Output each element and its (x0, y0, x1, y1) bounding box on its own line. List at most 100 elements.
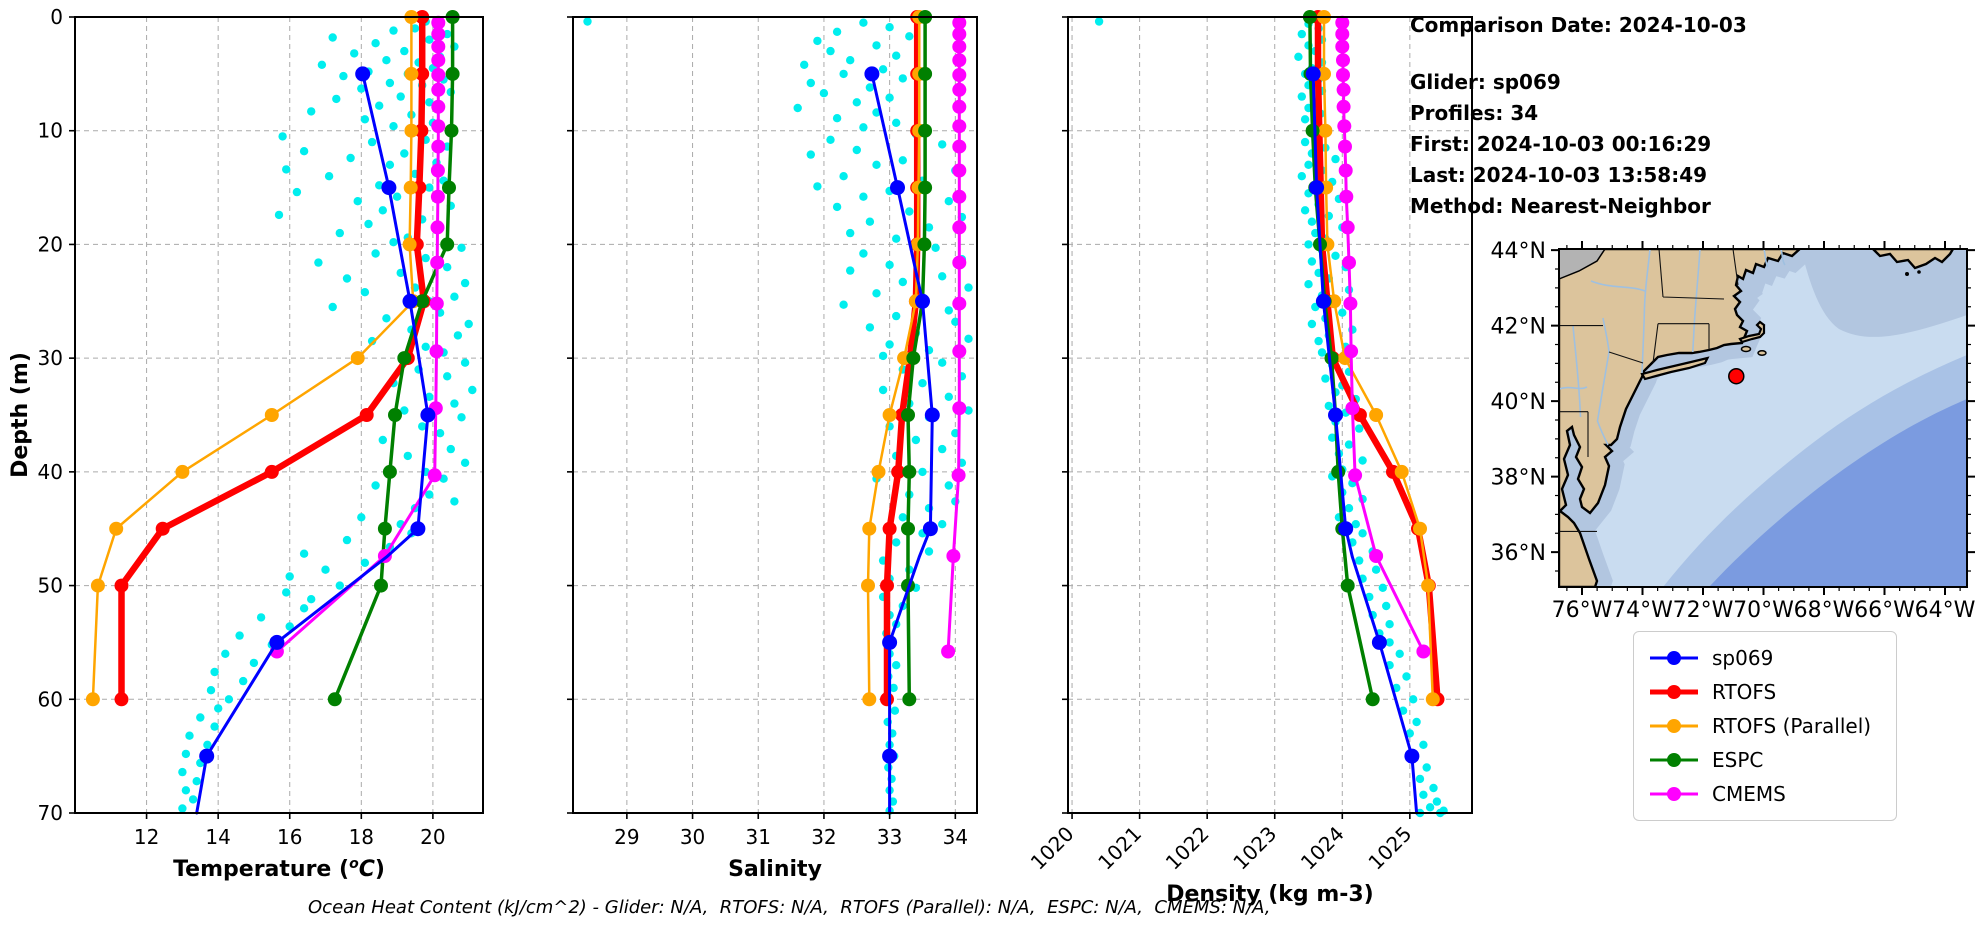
state-borders (1559, 249, 1739, 532)
x-tick-label: 18 (349, 825, 374, 849)
map-lon-label: 74°W (1612, 598, 1673, 623)
ocean-heat-content-note: Ocean Heat Content (kJ/cm^2) - Glider: N… (308, 897, 1271, 918)
deep-water (1709, 399, 1967, 587)
plot-frame (572, 16, 978, 814)
info-line: Glider: sp069 (1410, 70, 1561, 94)
depth-tick-label: 40 (38, 460, 63, 484)
map-geography (1559, 249, 1967, 587)
glider-metadata: Glider: sp069 Profiles: 34 First: 2024-10-… (1410, 67, 1747, 222)
legend-line-marker (1650, 685, 1698, 699)
map-lon-label: 64°W (1915, 598, 1976, 623)
legend-item-rtofs: RTOFS (1648, 675, 1882, 709)
map-lon-label: 70°W (1733, 598, 1794, 623)
legend-item-rtofs-parallel-: RTOFS (Parallel) (1648, 709, 1882, 743)
series-RTOFS (Parallel) (85, 10, 421, 707)
series-sp069 (195, 66, 436, 815)
comparison-info-block: Comparison Date: 2024-10-03 Glider: sp06… (1410, 12, 1747, 222)
marthas-vineyard-island (1740, 345, 1752, 353)
salinity-profile-plot: 29 30 31 32 33 34 Salinity (567, 10, 978, 882)
x-tick-label: 34 (943, 825, 968, 849)
depth-tick-label: 70 (38, 801, 63, 825)
x-tick-label: 12 (134, 825, 159, 849)
x-tick-label: 1023 (1228, 822, 1281, 875)
x-tick-label: 29 (614, 825, 639, 849)
map-lon-label: 66°W (1854, 598, 1915, 623)
map-lat-label: 40°N (1491, 390, 1546, 415)
x-axis-label: Temperature (oC) (173, 856, 385, 882)
lake-ontario (1559, 249, 1606, 280)
rivers (1559, 249, 1786, 446)
legend-label: RTOFS (Parallel) (1712, 714, 1872, 738)
legend-line-marker (1650, 787, 1698, 801)
legend-item-espc: ESPC (1648, 743, 1882, 777)
series-ESPC (901, 10, 933, 707)
cape-cod (1738, 320, 1766, 344)
depth-tick-label: 20 (38, 232, 63, 256)
series-CMEMS (941, 15, 967, 659)
map-lat-label: 44°N (1491, 239, 1546, 264)
nova-scotia (1871, 249, 1955, 270)
legend: sp069 RTOFS RTOFS (Parallel) ESPC CMEMS (1633, 631, 1897, 821)
legend-label: ESPC (1712, 748, 1764, 772)
map-lat-label: 36°N (1491, 541, 1546, 566)
comparison-date: Comparison Date: 2024-10-03 (1410, 13, 1747, 37)
x-axis-label: Salinity (728, 857, 822, 882)
map-axis-ticks: 76°W 74°W 72°W 70°W 68°W 66°W 64°W 44°N 42°N 40°N… (1491, 239, 1976, 623)
y-axis-label: Depth (m) (8, 352, 33, 478)
depth-tick-label: 60 (38, 687, 63, 711)
info-line: Profiles: 34 (1410, 101, 1539, 125)
map-lon-label: 68°W (1794, 598, 1855, 623)
coastal-island (1917, 270, 1921, 274)
nantucket-island (1757, 350, 1767, 356)
depth-tick-label: 10 (38, 119, 63, 143)
x-tick-label: 30 (680, 825, 705, 849)
axis-ticks: 1020 1021 1022 1023 1024 1025 (1026, 16, 1416, 875)
plot-frame (74, 16, 484, 814)
x-tick-label: 32 (811, 825, 836, 849)
map-lat-label: 42°N (1491, 315, 1546, 340)
legend-line-marker (1650, 719, 1698, 733)
info-line: Method: Nearest-Neighbor (1410, 194, 1711, 218)
glider-location-marker (1728, 367, 1745, 385)
legend-label: sp069 (1712, 646, 1774, 670)
info-line: First: 2024-10-03 00:16:29 (1410, 132, 1712, 156)
map-lon-label: 76°W (1552, 598, 1613, 623)
depth-tick-label: 50 (38, 574, 63, 598)
map-lon-label: 72°W (1673, 598, 1734, 623)
x-tick-label: 31 (746, 825, 771, 849)
legend-line-marker (1650, 753, 1698, 767)
coastal-island (1905, 272, 1909, 276)
series-sp069 (864, 66, 940, 815)
x-tick-label: 16 (277, 825, 302, 849)
x-tick-label: 20 (420, 825, 445, 849)
depth-tick-label: 30 (38, 346, 63, 370)
temperature-profile-plot: 12 14 16 18 20 0 10 20 30 40 50 60 70 Temperature (oC… (8, 5, 484, 882)
x-tick-label: 1022 (1161, 822, 1214, 875)
map-lat-label: 38°N (1491, 466, 1546, 491)
legend-label: RTOFS (1712, 680, 1777, 704)
glider-scatter (583, 17, 973, 815)
plot-frame (1067, 16, 1473, 814)
info-line: Last: 2024-10-03 13:58:49 (1410, 163, 1708, 187)
legend-item-sp069: sp069 (1648, 641, 1882, 675)
axis-ticks: 12 14 16 18 20 0 10 20 30 40 50 60 70 (38, 5, 446, 849)
x-tick-label: 1020 (1026, 822, 1079, 875)
legend-item-cmems: CMEMS (1648, 777, 1882, 811)
x-tick-label: 1025 (1363, 822, 1416, 875)
series-CMEMS (1335, 15, 1431, 659)
x-tick-label: 14 (205, 825, 230, 849)
long-island (1640, 356, 1710, 381)
gulf-of-maine-water (1799, 249, 1967, 337)
mainland (1559, 249, 1802, 587)
series-sp069 (1305, 66, 1420, 815)
legend-line-marker (1650, 651, 1698, 665)
axis-ticks: 29 30 31 32 33 34 (567, 16, 968, 849)
x-tick-label: 1024 (1296, 822, 1349, 875)
x-tick-label: 33 (877, 825, 902, 849)
location-map: 76°W 74°W 72°W 70°W 68°W 66°W 64°W 44°N 42°N 40°N… (1491, 239, 1976, 623)
x-tick-label: 1021 (1093, 822, 1146, 875)
depth-tick-label: 0 (50, 5, 63, 29)
legend-label: CMEMS (1712, 782, 1786, 806)
x-axis-label: Density (kg m-3) (1166, 882, 1374, 907)
